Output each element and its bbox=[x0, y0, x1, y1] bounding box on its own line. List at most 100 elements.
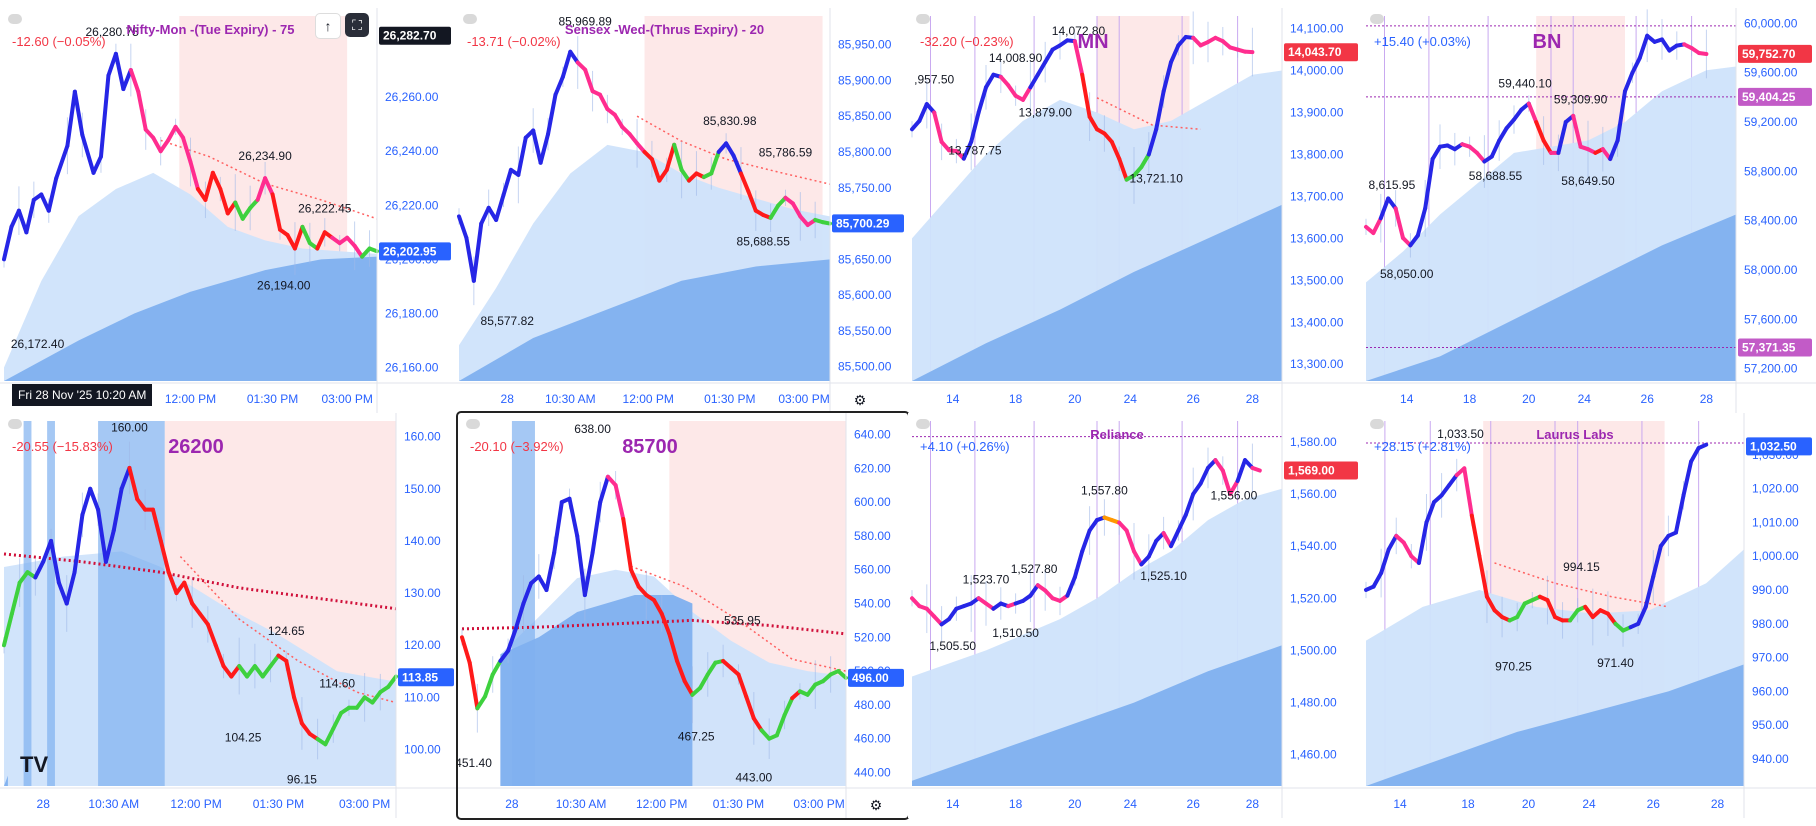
price-line-segment bbox=[583, 67, 595, 94]
price-line-segment bbox=[24, 197, 36, 235]
price-line-segment bbox=[1154, 89, 1166, 132]
chart-title: BN bbox=[1533, 31, 1562, 53]
price-line-segment bbox=[166, 124, 178, 143]
price-line-segment bbox=[479, 205, 491, 226]
y-tick-label: 620.00 bbox=[854, 461, 891, 475]
price-line-segment bbox=[709, 149, 721, 176]
price-line-segment bbox=[768, 203, 781, 220]
x-tick-label: 01:30 PM bbox=[704, 392, 755, 406]
price-line-segment bbox=[1228, 478, 1240, 496]
price-annotation: 1,556.00 bbox=[1211, 488, 1258, 502]
y-tick-label: 13,400.00 bbox=[1290, 315, 1344, 329]
chart-panel-nifty[interactable]: 26,160.0026,180.0026,200.0026,220.0026,2… bbox=[0, 8, 455, 413]
y-tick-label: 59,600.00 bbox=[1744, 66, 1798, 80]
last-price-label-text: 59,752.70 bbox=[1742, 47, 1796, 61]
price-line-segment bbox=[1660, 37, 1672, 53]
price-line-segment bbox=[1477, 554, 1489, 599]
price-line-segment bbox=[198, 611, 210, 627]
price-line-segment bbox=[664, 142, 677, 172]
y-tick-label: 26,160.00 bbox=[385, 360, 439, 374]
price-line-segment bbox=[292, 224, 305, 251]
moving-average-band-dark bbox=[459, 259, 830, 381]
y-tick-label: 1,520.00 bbox=[1290, 591, 1337, 605]
last-price-label-text: 113.85 bbox=[402, 670, 438, 684]
chart-panel-laurus[interactable]: 940.00 950.00 960.00 970.00 980.00 990.00 1,00… bbox=[1362, 413, 1816, 818]
x-tick-label: 24 bbox=[1582, 797, 1596, 811]
price-line-segment bbox=[16, 208, 29, 235]
price-line-segment bbox=[513, 601, 526, 631]
y-tick-label: 60,000.00 bbox=[1744, 16, 1798, 30]
up-arrow-icon[interactable]: ↑ bbox=[315, 13, 341, 39]
x-tick-label: 20 bbox=[1522, 797, 1536, 811]
last-price-label-bg bbox=[832, 214, 904, 233]
level-price-label: 57,371.35 bbox=[1738, 338, 1812, 357]
price-annotation: 535.95 bbox=[724, 613, 761, 627]
y-tick-label: 440.00 bbox=[854, 765, 891, 779]
price-line-segment bbox=[546, 92, 558, 137]
last-price-label-text: 1,032.50 bbox=[1750, 439, 1797, 453]
chart-panel-85700[interactable]: 440.00460.00480.00500.00520.00540.00560.… bbox=[456, 411, 910, 820]
x-tick-label: 28 bbox=[1711, 797, 1725, 811]
y-tick-label: 85,550.00 bbox=[838, 324, 892, 338]
price-line-segment bbox=[1623, 70, 1635, 94]
last-price-label: 85,700.29 bbox=[832, 214, 904, 233]
price-annotation: 1,033.50 bbox=[1437, 427, 1484, 441]
chart-panel-sensex[interactable]: 85,500.00 85,550.00 85,600.00 85,650.00 85,7… bbox=[455, 8, 908, 413]
chart-panel-26200[interactable]: 100.00 110.00 120.00 130.00 140.00 150.00 160.… bbox=[0, 413, 458, 818]
price-line-segment bbox=[1630, 55, 1642, 75]
price-line-segment bbox=[1415, 206, 1428, 238]
price-line-segment bbox=[820, 220, 832, 226]
price-annotation: 85,830.98 bbox=[703, 114, 757, 128]
fullscreen-icon[interactable]: ⛶ bbox=[345, 13, 369, 37]
x-tick-label: 26 bbox=[1647, 797, 1661, 811]
collapse-icon bbox=[916, 14, 930, 24]
y-tick-label: 640.00 bbox=[854, 428, 891, 442]
price-line-segment bbox=[1526, 101, 1539, 125]
chart-panel-reliance[interactable]: 1,460.00 1,480.00 1,500.00 1,520.00 1,540.00… bbox=[908, 413, 1362, 818]
price-line-segment bbox=[738, 171, 751, 194]
chart-panel-bn[interactable]: 57,200.00 57,600.00 58,000.00 58,400.00 58,8… bbox=[1362, 8, 1816, 413]
x-tick-label: 26 bbox=[1641, 392, 1655, 406]
y-tick-label: 13,300.00 bbox=[1290, 357, 1344, 371]
level-price-label-text: 59,404.25 bbox=[1742, 90, 1796, 104]
price-line-segment bbox=[947, 606, 959, 622]
moving-average-band-dark bbox=[4, 775, 8, 786]
y-tick-label: 1,010.00 bbox=[1752, 515, 1799, 529]
chart-panel-mn[interactable]: 13,300.00 13,400.00 13,500.00 13,600.00 13,7… bbox=[908, 8, 1362, 413]
moving-average-band-dark bbox=[1366, 664, 1744, 786]
price-annotation: 85,969.89 bbox=[558, 14, 612, 28]
price-line-segment bbox=[370, 690, 383, 705]
price-annotation: 638.00 bbox=[574, 422, 611, 436]
last-price-label-text: 85,700.29 bbox=[836, 216, 890, 230]
price-line-segment bbox=[1658, 533, 1671, 549]
x-tick-label: 01:30 PM bbox=[713, 797, 764, 811]
y-tick-label: 100.00 bbox=[404, 743, 441, 757]
price-annotation: 1,525.10 bbox=[1140, 569, 1187, 583]
y-tick-label: 940.00 bbox=[1752, 752, 1789, 766]
y-tick-label: 1,000.00 bbox=[1752, 549, 1799, 563]
price-line-segment bbox=[1615, 89, 1627, 143]
change-label: -12.60 (−0.05%) bbox=[12, 34, 106, 49]
price-line-segment bbox=[203, 170, 215, 202]
price-line-segment bbox=[675, 658, 687, 684]
y-tick-label: 110.00 bbox=[404, 690, 440, 704]
price-line-segment bbox=[976, 85, 988, 115]
price-line-segment bbox=[1080, 528, 1092, 554]
price-line-segment bbox=[88, 486, 101, 512]
y-tick-label: 14,100.00 bbox=[1290, 22, 1344, 36]
price-annotation: 85,577.82 bbox=[481, 314, 535, 328]
price-line-segment bbox=[1416, 520, 1429, 565]
x-tick-label: 28 bbox=[1246, 797, 1260, 811]
last-price-label-text: 14,043.70 bbox=[1288, 45, 1342, 59]
chart-svg-laurus: 940.00 950.00 960.00 970.00 980.00 990.00 1,00… bbox=[1362, 413, 1816, 818]
price-line-segment bbox=[1065, 575, 1077, 598]
price-annotation: 26,194.00 bbox=[257, 279, 311, 293]
price-line-segment bbox=[151, 135, 163, 154]
x-tick-label: 03:00 PM bbox=[793, 797, 844, 811]
price-line-segment bbox=[1191, 481, 1203, 496]
x-tick-label: 14 bbox=[946, 392, 960, 406]
price-annotation: 85,688.55 bbox=[737, 235, 791, 249]
price-line-segment bbox=[233, 200, 245, 221]
price-line-segment bbox=[33, 559, 46, 580]
y-tick-label: 85,800.00 bbox=[838, 145, 892, 159]
